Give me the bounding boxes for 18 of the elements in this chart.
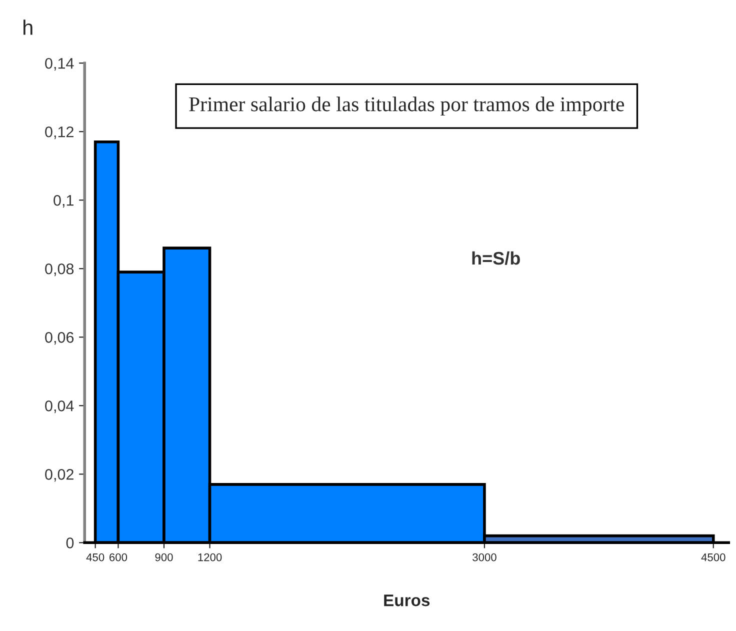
y-tick-label: 0,1 (54, 194, 74, 208)
y-tick-label: 0,12 (45, 126, 74, 140)
y-tick-label: 0,08 (45, 263, 74, 276)
y-tick-label: 0,06 (45, 332, 74, 345)
y-tick-label: 0 (66, 538, 74, 548)
x-tick-label: 1200 (198, 553, 222, 562)
x-tick-label: 600 (110, 553, 128, 562)
x-axis-title: Euros (384, 594, 430, 606)
y-tick-label: 0,04 (45, 400, 74, 414)
x-tick-label: 3000 (472, 553, 496, 562)
annotation: h=S/b (472, 251, 520, 265)
x-tick-label: 450 (86, 553, 104, 562)
x-tick-label: 900 (155, 553, 173, 562)
x-tick-label: 4500 (701, 553, 726, 562)
y-tick-label: 0,14 (45, 58, 74, 71)
y-tick-label: 0,02 (45, 469, 74, 482)
text: Primer salario de las tituladas por tramos de importe (189, 96, 624, 116)
y-axis-title: h (24, 20, 32, 35)
